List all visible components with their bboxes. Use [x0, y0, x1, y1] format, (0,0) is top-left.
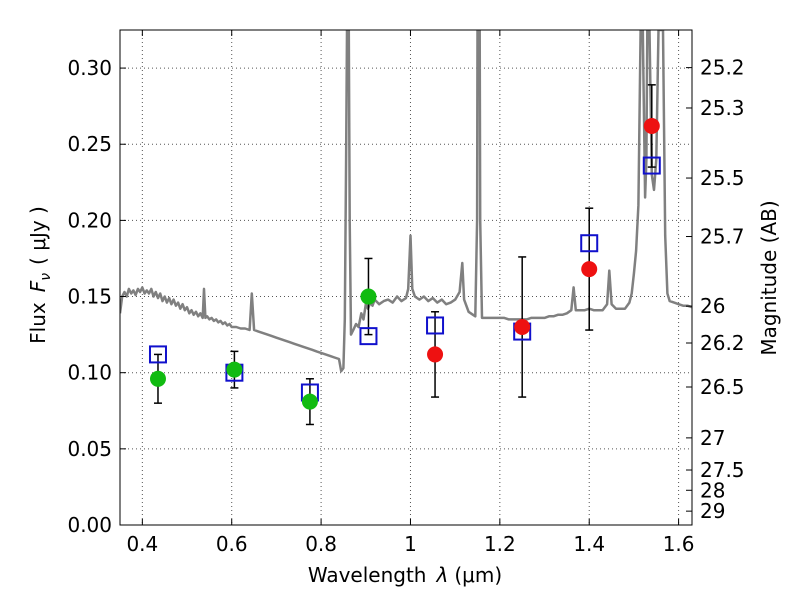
y2-tick-label: 25.2 — [700, 56, 745, 80]
model-series — [148, 156, 661, 402]
y2-tick-label: 28 — [700, 478, 725, 502]
y-axis-label: Flux Fν ( μJy ) — [26, 206, 54, 344]
x-axis-label-symbol: λ — [436, 563, 449, 587]
model-point — [642, 156, 661, 175]
x-tick-label: 0.4 — [126, 532, 158, 556]
spectrum-series — [120, 30, 692, 373]
y-tick-label: 0.20 — [67, 208, 112, 232]
axis-ticks: 0.4 0.6 0.8 1 1.2 1.4 1.6 0.00 0.05 0.10 0.15 0.20 0… — [67, 30, 745, 556]
y-axis-label-symbol: F — [26, 280, 50, 292]
plot-frame — [119, 29, 693, 526]
y2-tick-label: 25.7 — [700, 225, 745, 249]
x-tick-label: 1.2 — [484, 532, 516, 556]
x-tick-label: 1.6 — [663, 532, 695, 556]
y-axis-label-subscript: ν — [38, 273, 54, 281]
grid — [120, 30, 692, 526]
y-tick-label: 0.15 — [67, 285, 112, 309]
y-tick-label: 0.25 — [67, 132, 112, 156]
observed-point — [301, 393, 318, 410]
observed-point — [643, 117, 660, 134]
x-tick-label: 1.4 — [573, 532, 605, 556]
y2-axis-label: Magnitude (AB) — [757, 200, 781, 355]
observed-point — [226, 361, 243, 378]
y-tick-label: 0.10 — [67, 361, 112, 385]
observed-point — [427, 346, 444, 363]
model-point — [426, 316, 445, 335]
y-tick-label: 0.00 — [67, 513, 112, 537]
y-axis-label-unit: ( μJy ) — [26, 206, 50, 265]
observed-point — [149, 370, 166, 387]
y2-tick-label: 27.5 — [700, 458, 745, 482]
observed-point — [514, 319, 531, 335]
x-tick-label: 0.6 — [216, 532, 248, 556]
observed-series — [149, 117, 660, 410]
y-tick-label: 0.05 — [67, 437, 112, 461]
model-point — [148, 345, 167, 364]
y2-tick-label: 26.2 — [700, 331, 745, 355]
y2-tick-label: 29 — [700, 499, 725, 523]
model-point — [359, 327, 378, 346]
spectrum-line — [120, 30, 692, 373]
y2-tick-label: 26.5 — [700, 375, 745, 399]
y2-tick-label: 26 — [700, 294, 725, 318]
y-axis-label-text: Flux — [26, 302, 50, 344]
x-axis-label-text: Wavelength — [308, 563, 427, 587]
model-point — [580, 234, 599, 253]
y2-tick-label: 25.5 — [700, 166, 745, 190]
x-tick-label: 1 — [404, 532, 417, 556]
observed-point — [360, 288, 377, 305]
x-axis-label: Wavelength λ (μm) — [308, 563, 502, 587]
y-tick-label: 0.30 — [67, 56, 112, 80]
observed-point — [581, 261, 598, 278]
y2-tick-label: 25.3 — [700, 96, 745, 120]
x-axis-label-unit: (μm) — [454, 563, 502, 587]
y2-tick-label: 27 — [700, 426, 725, 450]
x-tick-label: 0.8 — [305, 532, 337, 556]
